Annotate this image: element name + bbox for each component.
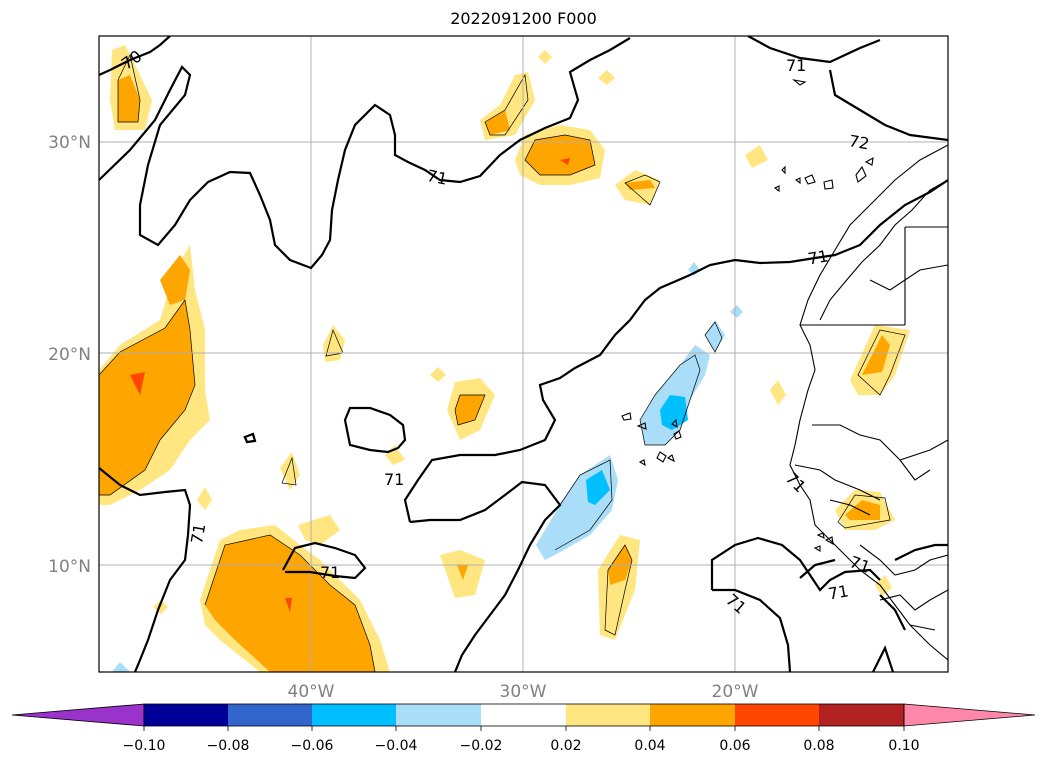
lon-label: 30°W (500, 682, 547, 702)
contour-label: 71 (827, 581, 850, 603)
colorbar-extend-min (11, 703, 145, 727)
colorbar-ticks (143, 726, 905, 731)
colorbar-tick-label: 0.04 (634, 738, 665, 754)
colorbar-tick-label: 0.06 (719, 738, 750, 754)
contour-label: 71 (806, 246, 829, 268)
contour-label: 71 (782, 469, 810, 497)
map-title: 2022091200 F000 (450, 9, 597, 28)
map-panel: 70 71 71 71 72 71 71 71 71 71 71 71 (99, 36, 948, 672)
gridlines (99, 36, 948, 672)
negative-anomaly-fill (112, 262, 743, 672)
colorbar-segment (228, 704, 313, 726)
contour-label: 71 (384, 470, 404, 489)
coastlines (243, 79, 948, 661)
colorbar-segment (735, 704, 820, 726)
lon-label: 40°W (288, 682, 335, 702)
colorbar-tick-label: −0.04 (375, 738, 418, 754)
lat-labels: 30°N 20°N 10°N (48, 133, 91, 577)
lat-label: 10°N (48, 557, 91, 577)
colorbar-tick-label: 0.10 (888, 738, 919, 754)
colorbar-tick-label: −0.06 (291, 738, 334, 754)
contour-label: 71 (187, 522, 209, 545)
positive-anomaly-fill (99, 45, 910, 672)
colorbar-tick-label: 0.08 (803, 738, 834, 754)
colorbar-tick-label: 0.02 (550, 738, 581, 754)
isolines (99, 36, 948, 672)
contour-label: 71 (786, 56, 806, 75)
colorbar-tick-label: −0.08 (207, 738, 250, 754)
colorbar-segment (396, 704, 481, 726)
colorbar: −0.10 −0.08 −0.06 −0.04 −0.02 0.02 0.04 … (11, 703, 1036, 754)
field-outlines (99, 53, 906, 672)
colorbar-frame (143, 703, 905, 727)
colorbar-tick-label: −0.02 (460, 738, 503, 754)
lat-label: 20°N (48, 345, 91, 365)
contour-label: 71 (425, 166, 449, 189)
colorbar-segment (650, 704, 735, 726)
colorbar-extend-max (903, 703, 1036, 727)
map-frame (98, 35, 949, 673)
lon-labels: 40°W 30°W 20°W (288, 682, 759, 702)
colorbar-segment (144, 704, 229, 726)
colorbar-segment (819, 704, 904, 726)
colorbar-segment (566, 704, 651, 726)
colorbar-tick-label: −0.10 (123, 738, 166, 754)
lat-label: 30°N (48, 133, 91, 153)
colorbar-segment (481, 704, 566, 726)
contour-label: 72 (847, 131, 870, 153)
lon-label: 20°W (712, 682, 759, 702)
contour-label: 71 (320, 563, 340, 582)
colorbar-segment (312, 704, 397, 726)
contour-label: 71 (847, 552, 873, 577)
